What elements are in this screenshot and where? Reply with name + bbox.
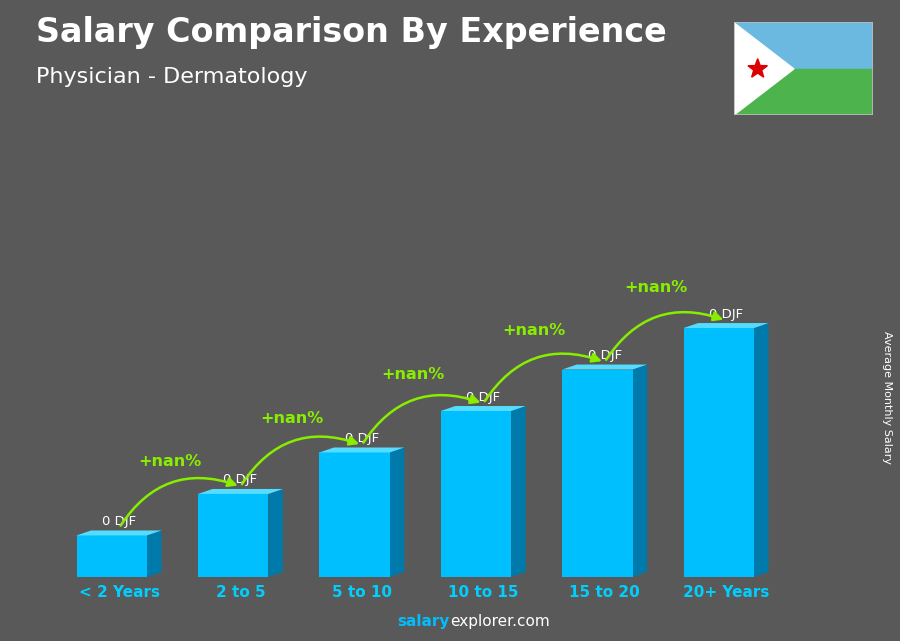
- Polygon shape: [562, 365, 647, 369]
- Text: +nan%: +nan%: [624, 280, 688, 295]
- Polygon shape: [734, 22, 794, 115]
- Polygon shape: [633, 365, 647, 577]
- Polygon shape: [268, 489, 283, 577]
- Bar: [320, 453, 390, 577]
- Polygon shape: [754, 323, 769, 577]
- Polygon shape: [683, 323, 769, 328]
- Polygon shape: [441, 406, 526, 411]
- Text: 0 DJF: 0 DJF: [102, 515, 136, 528]
- Bar: [734, 22, 873, 69]
- Text: 0 DJF: 0 DJF: [709, 308, 743, 320]
- Text: salary: salary: [398, 615, 450, 629]
- Polygon shape: [147, 531, 161, 577]
- Text: 0 DJF: 0 DJF: [345, 432, 379, 445]
- Text: +nan%: +nan%: [382, 367, 445, 382]
- Bar: [76, 535, 147, 577]
- Text: Average Monthly Salary: Average Monthly Salary: [881, 331, 892, 464]
- Polygon shape: [320, 447, 404, 453]
- Text: 0 DJF: 0 DJF: [223, 474, 257, 487]
- Polygon shape: [76, 531, 161, 535]
- Text: 0 DJF: 0 DJF: [466, 390, 500, 404]
- Bar: [734, 69, 873, 115]
- Bar: [198, 494, 268, 577]
- Bar: [683, 328, 754, 577]
- Polygon shape: [198, 489, 283, 494]
- Text: explorer.com: explorer.com: [450, 615, 550, 629]
- Text: Salary Comparison By Experience: Salary Comparison By Experience: [36, 16, 667, 49]
- Polygon shape: [511, 406, 526, 577]
- Text: +nan%: +nan%: [502, 324, 566, 338]
- Text: +nan%: +nan%: [260, 410, 323, 426]
- Bar: [562, 369, 633, 577]
- Text: Physician - Dermatology: Physician - Dermatology: [36, 67, 308, 87]
- Bar: [441, 411, 511, 577]
- Polygon shape: [748, 59, 768, 77]
- Text: +nan%: +nan%: [139, 454, 202, 469]
- Text: 0 DJF: 0 DJF: [588, 349, 622, 362]
- Polygon shape: [390, 447, 404, 577]
